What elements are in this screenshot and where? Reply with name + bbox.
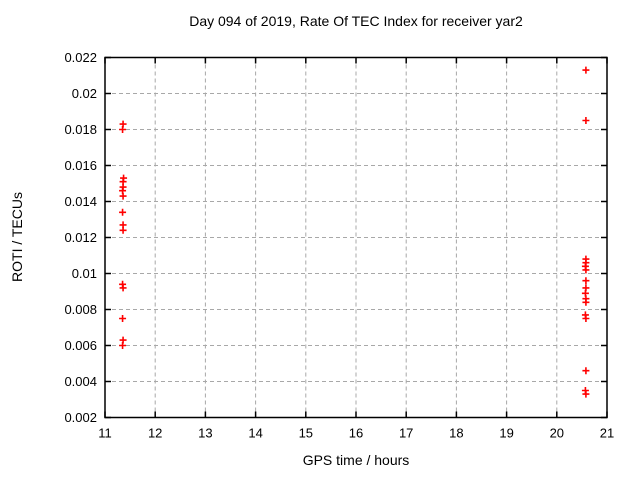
y-tick-label: 0.008 (64, 302, 97, 317)
data-point-marker (582, 390, 590, 398)
data-point-marker (119, 315, 127, 322)
x-tick-label: 16 (349, 426, 363, 441)
data-point-marker (582, 117, 590, 124)
x-tick-label: 12 (148, 426, 162, 441)
x-tick-label: 13 (198, 426, 212, 441)
data-point-marker (582, 277, 590, 285)
data-point-marker (582, 315, 590, 322)
data-point-marker (582, 66, 590, 74)
y-tick-label: 0.016 (64, 158, 97, 173)
data-point-marker (582, 298, 590, 306)
data-point-marker (582, 266, 590, 274)
y-tick-label: 0.02 (72, 86, 97, 101)
data-point-marker (119, 192, 127, 200)
data-point-marker (119, 126, 127, 133)
x-tick-label: 19 (499, 426, 513, 441)
x-tick-label: 11 (98, 426, 112, 441)
data-point-marker (119, 342, 127, 349)
x-tick-label: 20 (550, 426, 564, 441)
plot-border (104, 56, 608, 419)
y-tick-label: 0.012 (64, 230, 97, 245)
y-tick-label: 0.014 (64, 194, 97, 209)
data-point-marker (582, 367, 590, 375)
chart-title: Day 094 of 2019, Rate Of TEC Index for r… (189, 13, 523, 29)
x-tick-label: 18 (449, 426, 463, 441)
x-tick-label: 14 (248, 426, 262, 441)
x-tick-label: 15 (299, 426, 313, 441)
x-tick-label: 17 (399, 426, 413, 441)
data-point-marker (119, 226, 127, 234)
y-tick-label: 0.002 (64, 410, 97, 425)
y-tick-label: 0.018 (64, 122, 97, 137)
y-tick-label: 0.01 (72, 266, 97, 281)
y-tick-label: 0.006 (64, 338, 97, 353)
y-tick-label: 0.022 (64, 50, 97, 65)
data-point-marker (119, 208, 127, 216)
y-tick-label: 0.004 (64, 374, 97, 389)
x-axis-label: GPS time / hours (302, 452, 410, 468)
x-tick-label: 21 (600, 426, 614, 441)
data-point-marker (119, 284, 127, 292)
